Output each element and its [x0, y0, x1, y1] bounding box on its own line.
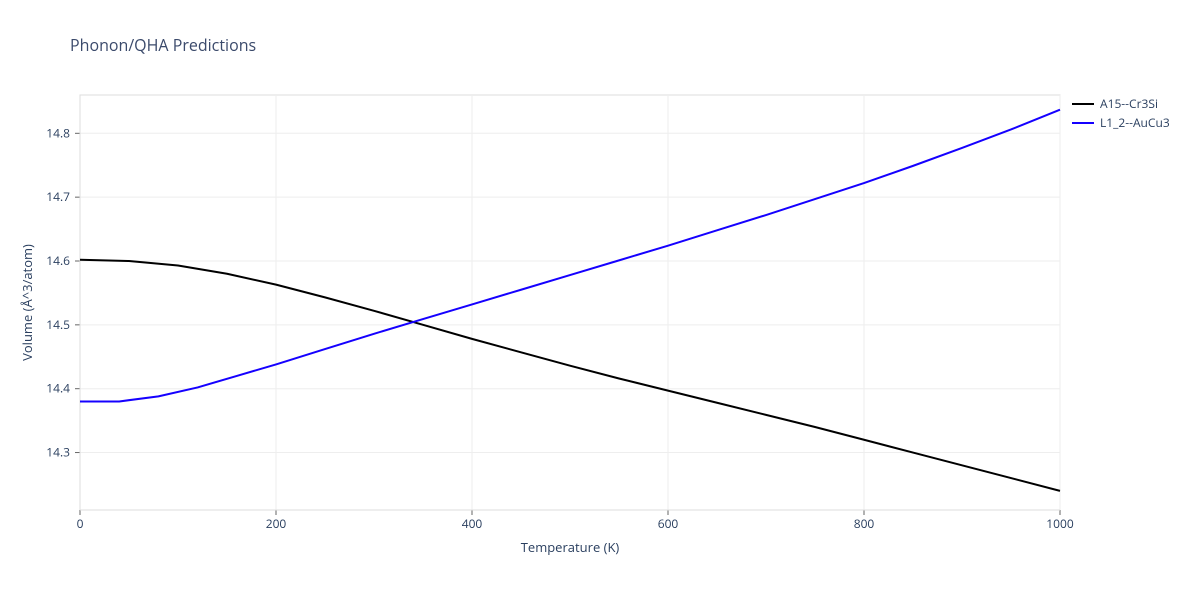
x-axis-label: Temperature (K)	[521, 538, 620, 556]
series-line[interactable]	[80, 110, 1060, 402]
chart-svg: 0 200 400 600 800 1000 14.3 14.4 14.5 14.6 14.7 14.…	[0, 0, 1200, 600]
y-tick-label: 14.6	[46, 252, 70, 269]
x-tick-label: 200	[266, 515, 287, 532]
x-tick-label: 800	[854, 515, 875, 532]
legend-label: L1_2--AuCu3	[1100, 114, 1170, 131]
series-group	[80, 110, 1060, 491]
tick-labels: 0 200 400 600 800 1000 14.3 14.4 14.5 14.6 14.7 14.…	[46, 124, 1074, 532]
x-tick-label: 1000	[1046, 515, 1074, 532]
legend-label: A15--Cr3Si	[1100, 95, 1158, 112]
plot-area-rect	[80, 95, 1060, 510]
y-tick-label: 14.8	[46, 124, 70, 141]
y-tick-label: 14.4	[46, 380, 70, 397]
series-line[interactable]	[80, 260, 1060, 491]
chart-title: Phonon/QHA Predictions	[70, 34, 256, 56]
legend-swatch	[1072, 103, 1094, 105]
grid-lines	[80, 95, 1060, 510]
y-tick-label: 14.5	[46, 316, 70, 333]
legend-item[interactable]: A15--Cr3Si	[1072, 95, 1170, 112]
legend-item[interactable]: L1_2--AuCu3	[1072, 114, 1170, 131]
y-axis-label: Volume (Å^3/atom)	[18, 244, 36, 361]
legend-swatch	[1072, 122, 1094, 124]
x-tick-label: 0	[77, 515, 84, 532]
x-tick-label: 600	[658, 515, 679, 532]
chart-container: Phonon/QHA Predictions 0 200 400 600 800 1000…	[0, 0, 1200, 600]
y-tick-label: 14.7	[46, 188, 70, 205]
x-tick-label: 400	[462, 515, 483, 532]
legend: A15--Cr3Si L1_2--AuCu3	[1072, 95, 1170, 133]
y-tick-label: 14.3	[46, 444, 70, 461]
